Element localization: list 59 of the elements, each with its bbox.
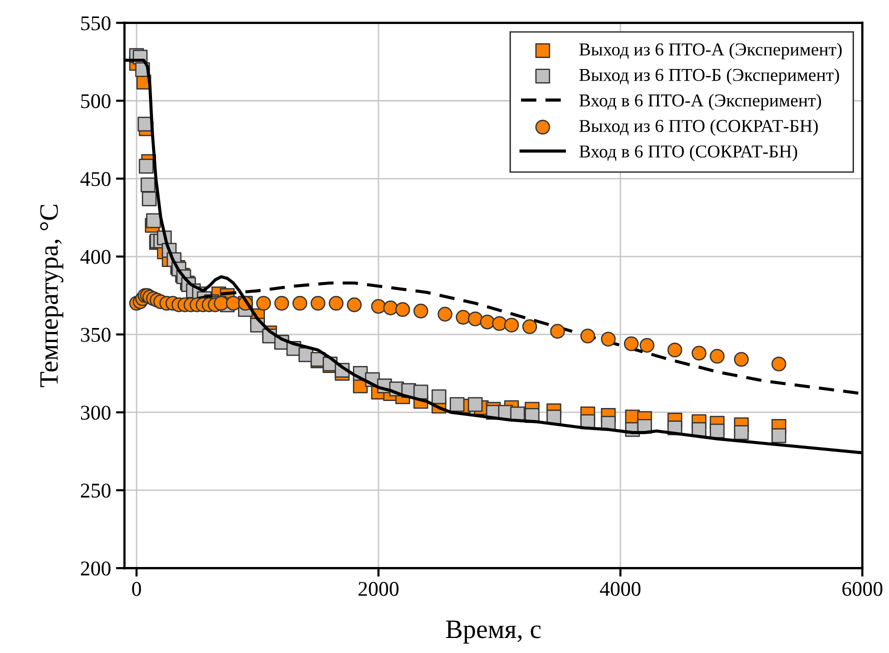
y-tick-label: 200 (80, 561, 110, 576)
point (468, 311, 483, 326)
point (550, 324, 565, 339)
y-tick-label: 500 (81, 94, 110, 108)
point (640, 338, 654, 353)
x-tick-label: 2000 (358, 582, 399, 596)
legend-label: Вход в 6 ПТО-А (Эксперимент) (579, 94, 822, 110)
x-tick-label: 0 (132, 582, 141, 596)
point (214, 296, 229, 311)
point (256, 296, 271, 311)
y-tick-label: 550 (81, 16, 110, 30)
point (600, 332, 616, 346)
point (413, 304, 428, 318)
legend-label: Выход из 6 ПТО-А (Эксперимент) (579, 42, 842, 60)
point (371, 298, 386, 314)
y-tick-label: 350 (81, 328, 110, 342)
point (328, 296, 344, 311)
point (710, 424, 725, 438)
point (395, 302, 410, 317)
point (480, 314, 495, 330)
point (734, 352, 749, 367)
point (346, 297, 362, 312)
point (274, 296, 290, 311)
point (450, 397, 464, 412)
y-tick-label: 400 (80, 250, 110, 264)
point (142, 192, 157, 206)
point (140, 177, 156, 192)
point (734, 425, 749, 440)
point (138, 158, 154, 174)
legend-label: Выход из 6 ПТО (СОКРАТ-БН) (579, 119, 818, 136)
point (771, 356, 786, 372)
legend-label: Вход в 6 ПТО (СОКРАТ-БН) (579, 144, 798, 162)
point (413, 384, 428, 400)
x-tick-label: 4000 (600, 582, 640, 596)
point (504, 318, 519, 332)
point (522, 319, 538, 334)
point (146, 213, 161, 228)
x-axis-title: Время, с (446, 620, 541, 644)
point (456, 310, 471, 325)
point (292, 296, 308, 311)
point (624, 336, 639, 352)
y-tick-label: 450 (80, 172, 110, 186)
point (468, 397, 483, 412)
y-tick-label: 300 (81, 406, 110, 420)
point (580, 328, 596, 344)
point (692, 346, 706, 361)
point (710, 348, 725, 364)
point (383, 300, 398, 316)
x-tick-label: 6000 (842, 582, 882, 596)
point (310, 296, 326, 311)
legend-label: Выход из 6 ПТО-Б (Эксперимент) (579, 68, 840, 85)
point (432, 389, 446, 404)
point (771, 428, 786, 444)
point (492, 316, 507, 331)
y-axis-title: Температура, °С (40, 204, 64, 388)
point (667, 342, 682, 358)
point (226, 296, 241, 311)
y-tick-label: 250 (80, 484, 110, 498)
point (438, 306, 452, 322)
